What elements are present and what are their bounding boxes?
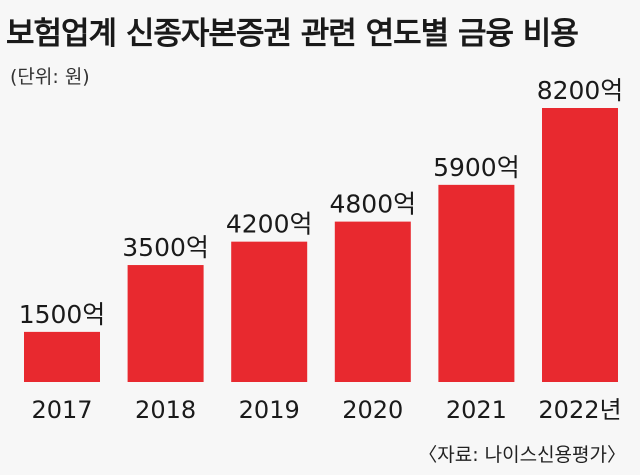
category-label: 2022년 (538, 396, 621, 424)
bar-2017 (24, 331, 100, 382)
value-label: 4800억 (329, 190, 416, 219)
value-label: 5900억 (433, 153, 520, 182)
category-label: 2020 (342, 396, 403, 424)
value-label: 4200억 (226, 210, 313, 239)
value-label: 3500억 (122, 233, 209, 262)
bar-2022년 (542, 108, 618, 382)
bar-2018 (127, 265, 204, 382)
chart-title: 보험업계 신종자본증권 관련 연도별 금융 비용 (6, 16, 579, 52)
bar-2020 (334, 221, 411, 382)
category-label: 2019 (239, 396, 300, 424)
value-label: 1500억 (19, 300, 106, 329)
bar-2019 (231, 241, 308, 382)
value-label: 8200억 (537, 76, 624, 105)
source-note: 〈자료: 나이스신용평가〉 (418, 444, 626, 466)
category-label: 2018 (135, 396, 196, 424)
bar-2021 (438, 184, 515, 382)
unit-label: (단위: 원) (10, 66, 90, 88)
category-label: 2017 (31, 396, 92, 424)
category-label: 2021 (446, 396, 507, 424)
